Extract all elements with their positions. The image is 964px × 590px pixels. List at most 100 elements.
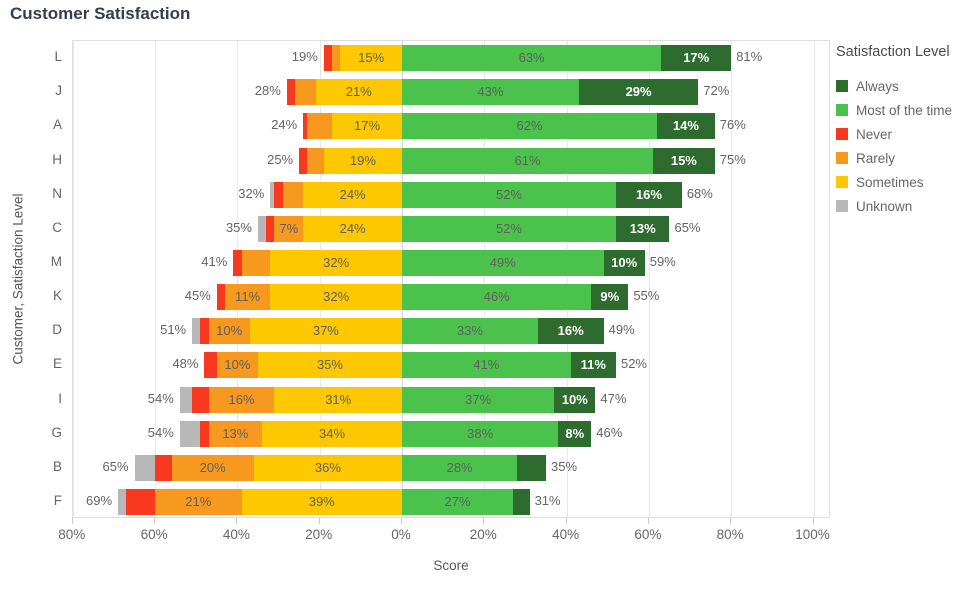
- bar-A-rarely[interactable]: [307, 113, 333, 140]
- bar-D-most[interactable]: [402, 318, 538, 345]
- bar-J-never[interactable]: [286, 79, 295, 106]
- bar-B-unknown[interactable]: [134, 454, 156, 481]
- bar-E-never[interactable]: [204, 352, 217, 379]
- bar-H-sometimes[interactable]: [323, 147, 402, 174]
- bar-label-C-rarely: 7%: [279, 220, 299, 236]
- bar-I-never[interactable]: [192, 386, 209, 413]
- bar-D-always[interactable]: [537, 318, 604, 345]
- bar-L-always[interactable]: [661, 45, 732, 72]
- bar-I-always[interactable]: [554, 386, 596, 413]
- bar-A-sometimes[interactable]: [332, 113, 402, 140]
- bar-I-sometimes[interactable]: [274, 386, 402, 413]
- bar-K-never[interactable]: [216, 284, 226, 311]
- bar-C-rarely[interactable]: [274, 215, 304, 242]
- bar-I-rarely[interactable]: [208, 386, 275, 413]
- bar-label-B-rarely: 20%: [199, 459, 226, 475]
- bar-N-unknown[interactable]: [270, 181, 275, 208]
- bar-N-rarely[interactable]: [282, 181, 304, 208]
- bar-A-never[interactable]: [303, 113, 308, 140]
- legend-item-always[interactable]: Always: [836, 74, 962, 98]
- bar-G-unknown[interactable]: [179, 420, 201, 447]
- bar-J-rarely[interactable]: [295, 79, 316, 106]
- category-label-N: N: [52, 185, 62, 201]
- bar-D-never[interactable]: [200, 318, 209, 345]
- bar-H-never[interactable]: [299, 147, 308, 174]
- bar-A-most[interactable]: [402, 113, 658, 140]
- bar-D-unknown[interactable]: [192, 318, 201, 345]
- bar-H-most[interactable]: [402, 147, 653, 174]
- bar-J-most[interactable]: [402, 79, 579, 106]
- bar-H-rarely[interactable]: [307, 147, 324, 174]
- bar-K-always[interactable]: [591, 284, 629, 311]
- bar-B-sometimes[interactable]: [253, 454, 402, 481]
- bar-B-most[interactable]: [402, 454, 518, 481]
- bar-E-rarely[interactable]: [216, 352, 258, 379]
- bar-G-sometimes[interactable]: [262, 420, 402, 447]
- bar-E-always[interactable]: [570, 352, 616, 379]
- x-tick-mark: [318, 518, 320, 524]
- bar-M-always[interactable]: [603, 249, 645, 276]
- right-total-B: 35%: [551, 458, 578, 474]
- bar-F-unknown[interactable]: [118, 488, 127, 515]
- bar-C-unknown[interactable]: [257, 215, 267, 242]
- bar-L-sometimes[interactable]: [340, 45, 402, 72]
- category-label-K: K: [52, 288, 62, 304]
- bar-C-always[interactable]: [615, 215, 670, 242]
- legend-item-sometimes[interactable]: Sometimes: [836, 170, 962, 194]
- bar-K-sometimes[interactable]: [270, 284, 402, 311]
- bar-A-always[interactable]: [657, 113, 715, 140]
- bar-B-always[interactable]: [517, 454, 547, 481]
- bar-D-rarely[interactable]: [208, 318, 250, 345]
- bar-G-rarely[interactable]: [208, 420, 263, 447]
- bar-N-sometimes[interactable]: [303, 181, 402, 208]
- legend-item-most[interactable]: Most of the time: [836, 98, 962, 122]
- x-axis-title: Score: [433, 558, 469, 573]
- bar-B-rarely[interactable]: [171, 454, 254, 481]
- bar-M-never[interactable]: [233, 249, 242, 276]
- bar-M-most[interactable]: [402, 249, 604, 276]
- legend-item-unknown[interactable]: Unknown: [836, 194, 962, 218]
- bar-L-most[interactable]: [402, 45, 662, 72]
- bar-C-never[interactable]: [266, 215, 275, 242]
- bar-label-E-most: 41%: [473, 357, 500, 373]
- bar-D-sometimes[interactable]: [249, 318, 402, 345]
- bar-label-D-most: 33%: [456, 323, 483, 339]
- bar-label-K-sometimes: 32%: [323, 289, 350, 305]
- bar-J-always[interactable]: [578, 79, 699, 106]
- bar-F-most[interactable]: [402, 488, 514, 515]
- bar-J-sometimes[interactable]: [315, 79, 402, 106]
- bar-C-sometimes[interactable]: [303, 215, 402, 242]
- bar-I-unknown[interactable]: [179, 386, 193, 413]
- bar-F-always[interactable]: [513, 488, 530, 515]
- legend-item-rarely[interactable]: Rarely: [836, 146, 962, 170]
- bar-K-rarely[interactable]: [225, 284, 271, 311]
- bar-label-A-always: 14%: [672, 118, 699, 134]
- bar-L-rarely[interactable]: [332, 45, 341, 72]
- bar-H-always[interactable]: [653, 147, 715, 174]
- right-total-K: 55%: [633, 288, 660, 304]
- legend-item-never[interactable]: Never: [836, 122, 962, 146]
- bar-N-always[interactable]: [615, 181, 682, 208]
- bar-F-never[interactable]: [126, 488, 156, 515]
- bar-label-K-rarely: 11%: [235, 289, 261, 305]
- bar-K-most[interactable]: [402, 284, 592, 311]
- bar-label-L-most: 63%: [518, 50, 545, 66]
- legend-label-never: Never: [856, 126, 893, 142]
- bar-C-most[interactable]: [402, 215, 616, 242]
- bar-F-sometimes[interactable]: [241, 488, 402, 515]
- gridline-80%: [731, 41, 733, 517]
- bar-G-most[interactable]: [402, 420, 559, 447]
- bar-E-most[interactable]: [402, 352, 571, 379]
- bar-M-rarely[interactable]: [241, 249, 271, 276]
- bar-B-never[interactable]: [155, 454, 172, 481]
- bar-N-most[interactable]: [402, 181, 616, 208]
- bar-G-never[interactable]: [200, 420, 209, 447]
- bar-E-sometimes[interactable]: [257, 352, 402, 379]
- bar-L-never[interactable]: [323, 45, 333, 72]
- bar-I-most[interactable]: [402, 386, 555, 413]
- bar-G-always[interactable]: [558, 420, 592, 447]
- bar-M-sometimes[interactable]: [270, 249, 402, 276]
- bar-N-never[interactable]: [274, 181, 283, 208]
- bar-F-rarely[interactable]: [155, 488, 242, 515]
- bar-label-F-rarely: 21%: [185, 493, 212, 509]
